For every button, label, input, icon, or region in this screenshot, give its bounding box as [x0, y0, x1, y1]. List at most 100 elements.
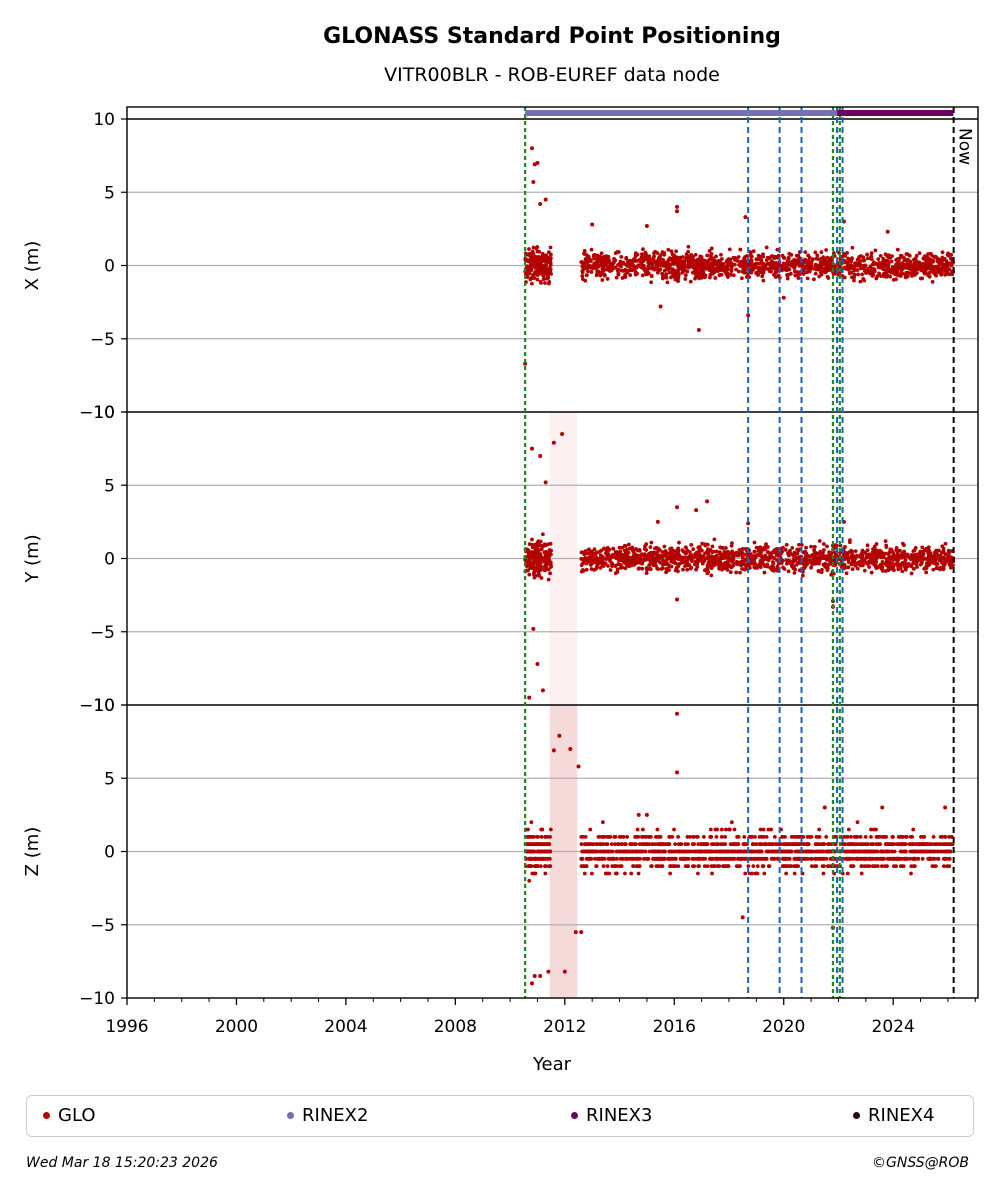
data-point	[655, 827, 660, 832]
data-point	[814, 849, 819, 854]
data-point	[762, 871, 767, 876]
data-point	[724, 552, 729, 557]
data-point	[843, 253, 848, 258]
outlier-point	[675, 505, 680, 510]
data-point	[536, 266, 541, 271]
y-tick-label: 5	[104, 476, 115, 496]
outlier-point	[705, 499, 710, 504]
data-point	[729, 272, 734, 277]
data-point	[785, 276, 790, 281]
data-point	[923, 254, 927, 259]
data-point	[684, 545, 688, 550]
data-point	[701, 554, 706, 559]
data-point	[850, 549, 854, 554]
data-point	[845, 834, 850, 839]
data-point	[718, 268, 722, 273]
data-point	[743, 871, 748, 876]
data-point	[935, 856, 940, 861]
data-point	[850, 256, 854, 260]
data-point	[885, 267, 890, 271]
data-point	[628, 273, 633, 277]
data-point	[600, 820, 605, 825]
data-point	[761, 254, 766, 259]
data-point	[607, 556, 611, 561]
data-point	[640, 252, 644, 257]
data-point	[727, 263, 731, 267]
data-point	[863, 834, 868, 839]
data-point	[764, 245, 769, 250]
data-point	[935, 259, 940, 264]
data-point	[652, 260, 656, 265]
data-point	[859, 871, 864, 876]
data-point	[734, 570, 739, 575]
data-point	[580, 274, 585, 278]
data-point	[683, 263, 688, 268]
chart-subtitle: VITR00BLR - ROB-EUREF data node	[384, 64, 720, 86]
data-point	[876, 834, 881, 839]
data-point	[711, 256, 716, 261]
data-point	[913, 259, 918, 264]
data-point	[804, 270, 809, 275]
data-point	[821, 856, 826, 861]
data-point	[891, 564, 896, 569]
data-point	[661, 842, 666, 847]
data-point	[607, 834, 612, 839]
data-point	[774, 269, 778, 274]
data-point	[754, 842, 759, 847]
data-point	[705, 253, 710, 258]
data-point	[603, 551, 608, 556]
data-point	[720, 564, 725, 569]
data-point	[596, 271, 600, 276]
data-point	[865, 543, 870, 548]
data-point	[894, 258, 899, 262]
data-point	[751, 267, 755, 272]
y-axis-label: X (m)	[22, 241, 43, 291]
data-point	[610, 555, 615, 559]
data-point	[689, 543, 694, 547]
data-point	[631, 559, 636, 564]
data-point	[669, 249, 674, 254]
data-point	[898, 274, 903, 278]
data-point	[709, 252, 714, 256]
data-point	[849, 259, 853, 264]
outlier-point	[546, 969, 551, 974]
data-point	[665, 280, 670, 285]
data-point	[875, 864, 880, 869]
data-point	[941, 564, 946, 568]
data-point	[926, 272, 931, 277]
data-point	[809, 856, 814, 861]
data-point	[673, 277, 678, 282]
data-point	[529, 263, 534, 267]
data-point	[546, 542, 550, 547]
data-point	[675, 556, 679, 561]
data-point	[925, 259, 930, 264]
data-point	[677, 849, 682, 854]
data-point	[731, 842, 736, 847]
data-point	[819, 842, 824, 847]
data-point	[729, 820, 734, 825]
data-point	[748, 252, 753, 257]
data-point	[818, 260, 823, 265]
data-point	[705, 260, 710, 264]
data-point	[752, 540, 757, 545]
data-point	[585, 260, 590, 265]
data-point	[685, 864, 690, 869]
data-point	[616, 267, 621, 272]
data-point	[700, 856, 705, 861]
data-point	[791, 842, 796, 847]
legend-label-glo: GLO	[58, 1105, 96, 1126]
data-point	[654, 563, 658, 568]
data-point	[668, 547, 672, 551]
data-point	[650, 842, 655, 847]
data-point	[693, 276, 697, 281]
data-point	[699, 842, 703, 847]
data-point	[893, 266, 897, 271]
data-point	[789, 252, 794, 257]
data-point	[623, 849, 628, 854]
data-point	[600, 856, 604, 861]
data-point	[582, 871, 587, 876]
data-point	[931, 258, 936, 263]
data-point	[632, 259, 636, 263]
data-point	[895, 271, 899, 276]
data-point	[535, 249, 540, 254]
